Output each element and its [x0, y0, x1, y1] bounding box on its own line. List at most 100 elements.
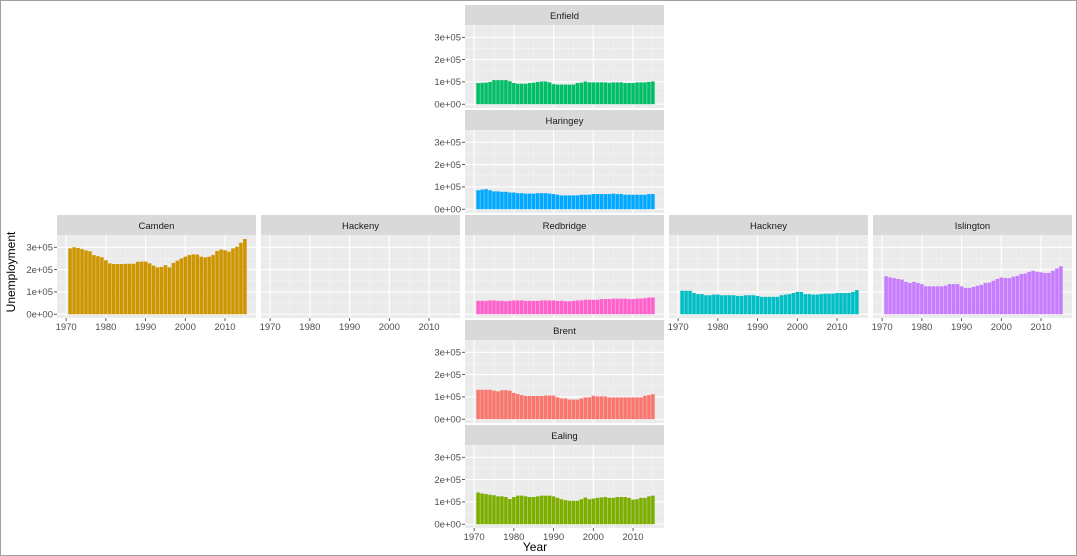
strip-label: Ealing	[551, 431, 577, 442]
bar-brent-1988	[543, 395, 548, 420]
bar-enfield-2010	[631, 83, 635, 105]
bar-brent-1971	[476, 389, 480, 420]
bar-islington-1984	[935, 286, 940, 315]
bar-brent-1990	[551, 395, 556, 420]
bar-islington-1991	[963, 287, 968, 315]
bar-hackney-2006	[819, 294, 823, 315]
x-tick-label: 1970	[56, 322, 77, 333]
bar-islington-2005	[1019, 274, 1023, 315]
bar-islington-1994	[975, 285, 980, 315]
bar-camden-1988	[135, 261, 140, 315]
bar-ealing-1986	[535, 496, 540, 525]
bar-haringey-1975	[492, 191, 496, 210]
bar-ealing-2005	[611, 497, 615, 525]
bar-ealing-1990	[551, 496, 556, 525]
x-tick-label: 2010	[214, 322, 235, 333]
bar-ealing-1972	[480, 493, 484, 525]
bar-haringey-1992	[559, 195, 564, 210]
bar-enfield-2013	[643, 82, 647, 105]
panel-redbridge: Redbridge	[465, 215, 664, 318]
bar-camden-2010	[223, 250, 227, 315]
x-tick-label: 1990	[339, 322, 360, 333]
bar-ealing-1976	[496, 496, 500, 525]
bar-brent-2001	[595, 396, 600, 420]
bar-ealing-1991	[555, 497, 560, 525]
bar-haringey-2008	[623, 194, 627, 210]
bar-redbridge-1998	[583, 299, 588, 315]
bar-redbridge-2012	[639, 298, 643, 315]
bar-ealing-2014	[647, 496, 651, 525]
strip-label: Haringey	[545, 116, 583, 127]
bar-enfield-2006	[615, 82, 619, 105]
x-tick-label: 1980	[911, 322, 932, 333]
bar-hackney-1987	[743, 295, 748, 315]
bar-redbridge-1988	[543, 300, 548, 315]
strip-label: Enfield	[550, 11, 579, 22]
bar-enfield-2008	[623, 83, 627, 105]
bar-brent-1992	[559, 398, 564, 420]
bar-enfield-1994	[567, 84, 572, 105]
bar-camden-1999	[179, 258, 184, 315]
bar-redbridge-2010	[631, 299, 635, 315]
bar-haringey-1972	[480, 189, 484, 210]
bar-brent-2008	[623, 397, 627, 420]
bar-haringey-1971	[476, 190, 480, 210]
bar-brent-1974	[488, 389, 492, 420]
bar-islington-2014	[1055, 268, 1059, 315]
bar-brent-1987	[539, 396, 544, 420]
bar-hackney-1982	[724, 295, 728, 315]
bar-islington-1989	[955, 284, 960, 315]
bar-enfield-2003	[603, 82, 608, 105]
bar-ealing-2009	[627, 497, 631, 525]
bar-enfield-1988	[543, 81, 548, 105]
bar-islington-2015	[1059, 266, 1063, 315]
x-tick-label: 2000	[787, 322, 808, 333]
bar-hackney-2000	[795, 291, 800, 315]
bar-haringey-2010	[631, 194, 635, 210]
bar-brent-1986	[535, 396, 540, 420]
bar-brent-1980	[512, 392, 516, 420]
bar-redbridge-1996	[575, 300, 580, 315]
bar-brent-2011	[635, 397, 639, 420]
bar-brent-2012	[639, 397, 643, 420]
bar-haringey-2000	[591, 194, 596, 210]
bar-camden-2005	[203, 257, 207, 315]
x-tick-label: 1990	[951, 322, 972, 333]
strip	[465, 425, 664, 445]
bar-redbridge-1994	[567, 301, 572, 315]
bar-hackney-1990	[755, 295, 760, 315]
y-tick-label: 3e+05	[434, 138, 461, 149]
bar-ealing-1977	[500, 496, 504, 525]
bar-redbridge-1971	[476, 300, 480, 315]
bar-haringey-1987	[539, 193, 544, 210]
bar-islington-1990	[959, 286, 964, 315]
bar-ealing-2000	[591, 498, 596, 525]
bar-enfield-2004	[607, 82, 611, 105]
bar-redbridge-1990	[551, 300, 556, 315]
bar-hackney-2012	[843, 293, 847, 315]
bar-brent-1983	[523, 396, 528, 420]
bar-enfield-1986	[535, 81, 540, 105]
bar-enfield-1978	[504, 80, 508, 105]
bar-ealing-1999	[587, 499, 592, 525]
bar-ealing-2008	[623, 497, 627, 525]
bar-enfield-2012	[639, 82, 643, 105]
y-tick-label: 0e+00	[434, 415, 461, 426]
bar-camden-2014	[239, 242, 243, 315]
bar-islington-2003	[1011, 276, 1016, 315]
y-tick-label: 3e+05	[434, 453, 461, 464]
bar-haringey-1994	[567, 195, 572, 210]
y-tick-label: 1e+05	[434, 77, 461, 88]
bar-enfield-1979	[508, 81, 512, 105]
bar-camden-2011	[227, 251, 231, 315]
bar-haringey-1990	[551, 194, 556, 210]
bar-hackney-1976	[700, 294, 704, 315]
bar-redbridge-1981	[516, 300, 520, 315]
bar-hackney-1986	[739, 295, 744, 315]
bar-enfield-2002	[599, 82, 604, 105]
bar-enfield-1980	[512, 83, 516, 105]
bar-haringey-2014	[647, 194, 651, 210]
x-tick-label: 1980	[299, 322, 320, 333]
bar-ealing-1987	[539, 495, 544, 525]
bar-enfield-1997	[579, 82, 584, 105]
